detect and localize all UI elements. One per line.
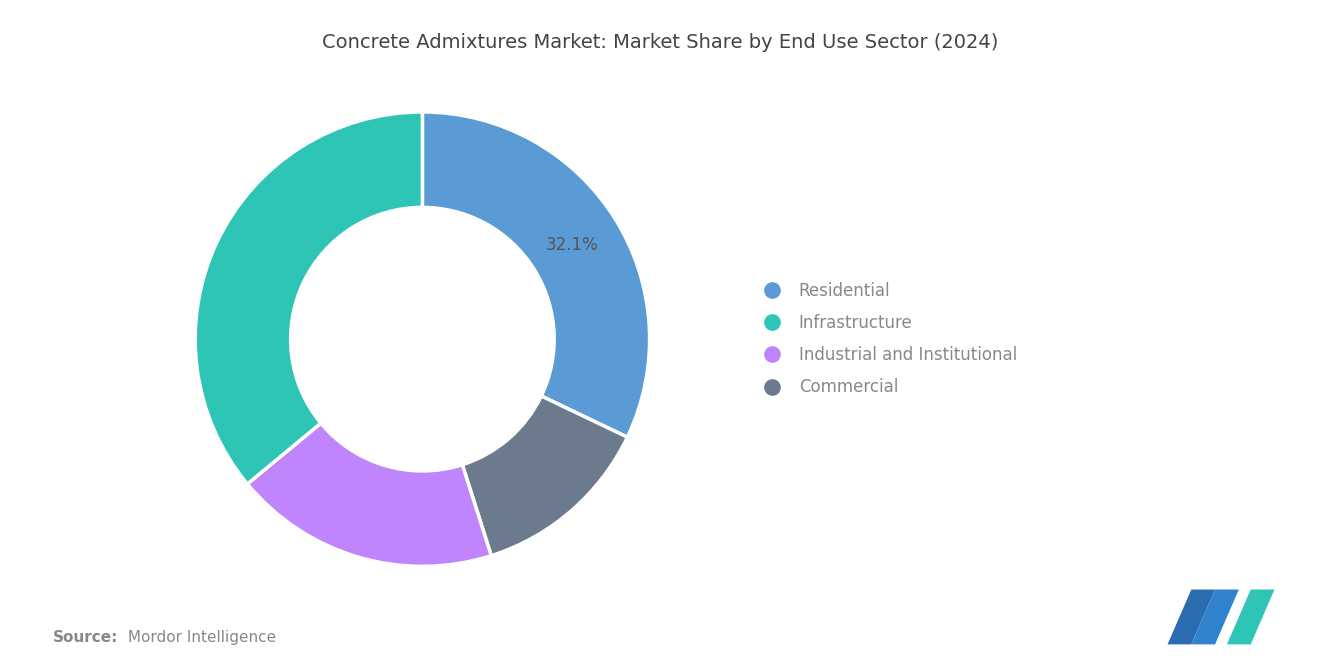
Polygon shape: [1167, 589, 1214, 644]
Text: Concrete Admixtures Market: Market Share by End Use Sector (2024): Concrete Admixtures Market: Market Share…: [322, 33, 998, 53]
Text: 32.1%: 32.1%: [546, 235, 599, 253]
Polygon shape: [1226, 589, 1274, 644]
Wedge shape: [422, 112, 649, 437]
Polygon shape: [1191, 589, 1238, 644]
Legend: Residential, Infrastructure, Industrial and Institutional, Commercial: Residential, Infrastructure, Industrial …: [747, 273, 1026, 405]
Wedge shape: [462, 396, 627, 556]
Text: Source:: Source:: [53, 630, 119, 645]
Text: Mordor Intelligence: Mordor Intelligence: [123, 630, 276, 645]
Wedge shape: [247, 423, 491, 567]
Wedge shape: [195, 112, 422, 484]
